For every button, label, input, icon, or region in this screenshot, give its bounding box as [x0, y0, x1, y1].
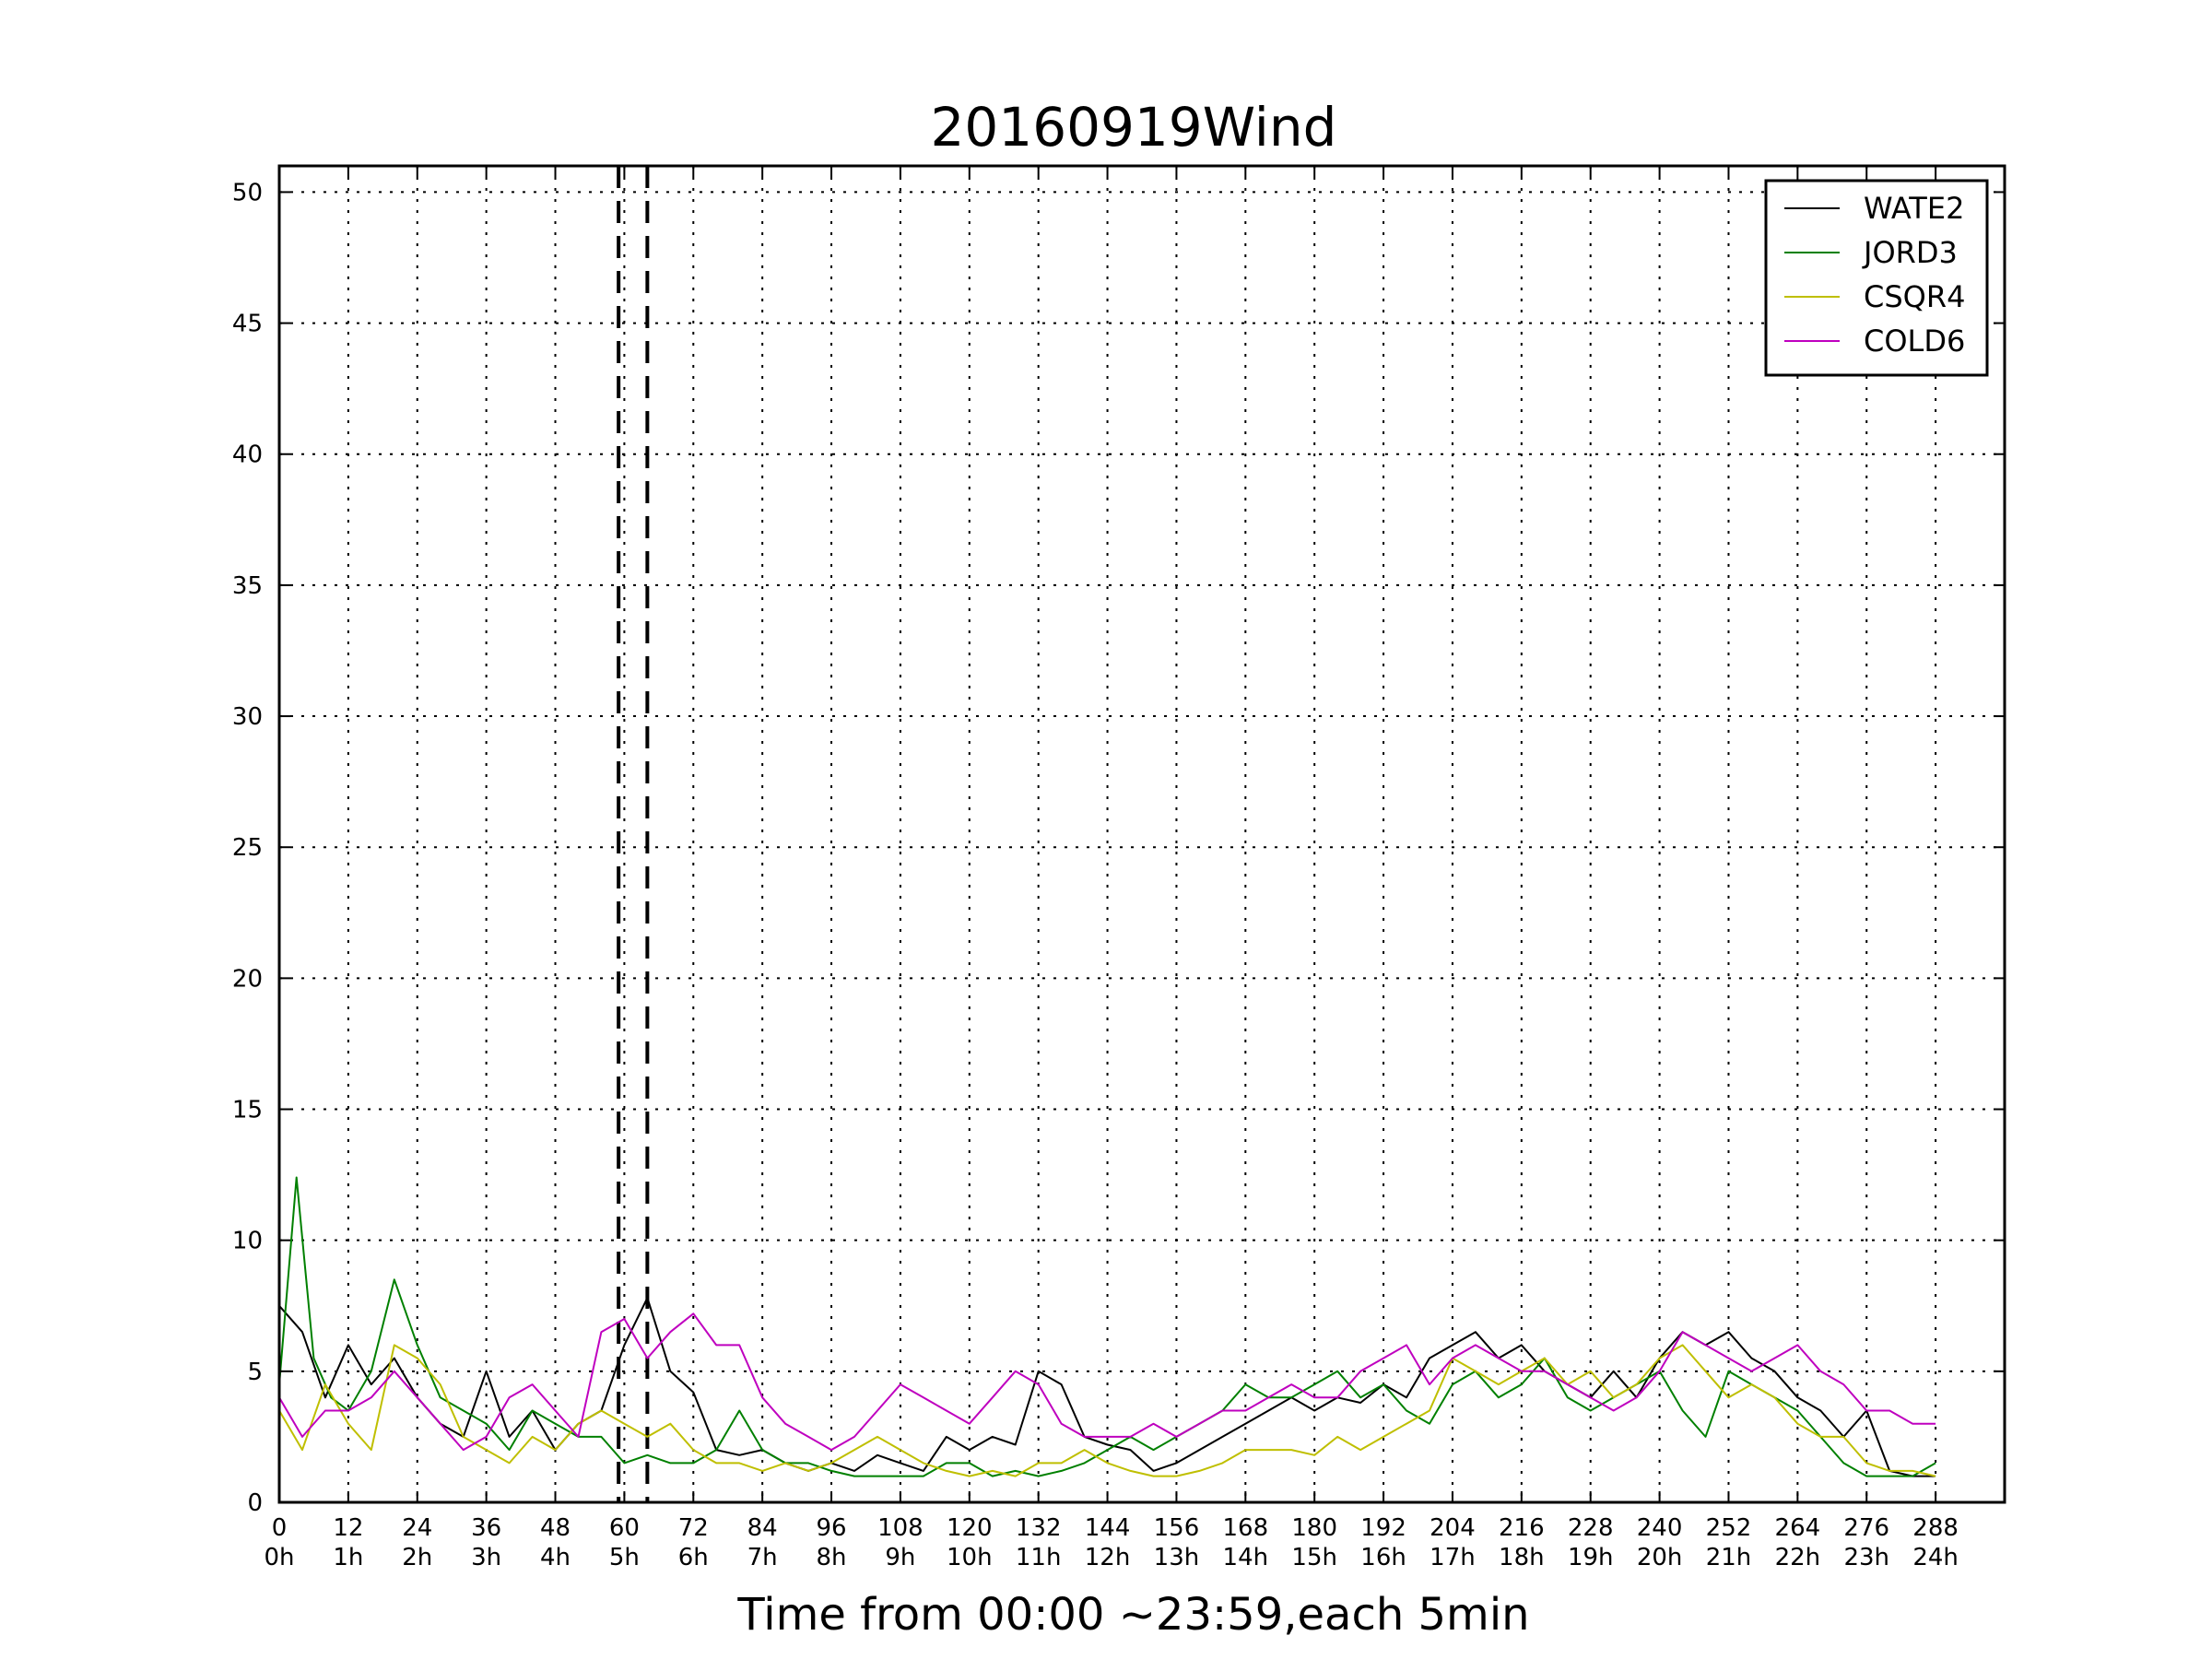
x-tick-hour-label: 20h — [1637, 1544, 1683, 1571]
x-tick-label: 168 — [1222, 1514, 1268, 1542]
x-tick-hour-label: 4h — [540, 1544, 571, 1571]
y-tick-label: 30 — [232, 703, 263, 731]
x-tick-label: 216 — [1499, 1514, 1545, 1542]
x-tick-hour-label: 7h — [747, 1544, 778, 1571]
legend-box — [1764, 179, 1989, 377]
x-tick-label: 228 — [1568, 1514, 1614, 1542]
series-line-cold6 — [278, 1312, 1936, 1452]
x-tick-hour-label: 2h — [402, 1544, 432, 1571]
y-tick-label: 35 — [232, 572, 263, 600]
series-lines — [278, 1176, 1936, 1477]
x-tick-label: 264 — [1775, 1514, 1821, 1542]
x-tick-label: 84 — [747, 1514, 778, 1542]
y-tick-label: 5 — [247, 1359, 263, 1386]
x-tick-hour-label: 3h — [471, 1544, 501, 1571]
x-tick-hour-label: 17h — [1430, 1544, 1476, 1571]
x-tick-label: 240 — [1637, 1514, 1683, 1542]
x-tick-hour-label: 6h — [678, 1544, 709, 1571]
x-tick-label: 36 — [471, 1514, 501, 1542]
x-tick-label: 60 — [609, 1514, 640, 1542]
x-tick-label: 132 — [1016, 1514, 1062, 1542]
x-axis-label: Time from 00:00 ~23:59,each 5min — [736, 1589, 1529, 1641]
grid-lines — [279, 166, 2005, 1502]
legend: WATE2 JORD3 CSQR4 COLD6 — [1764, 179, 1989, 377]
x-tick-label: 72 — [678, 1514, 709, 1542]
x-tick-label: 96 — [816, 1514, 846, 1542]
x-tick-hour-label: 10h — [947, 1544, 993, 1571]
x-tick-hour-label: 15h — [1291, 1544, 1337, 1571]
chart-title: 20160919Wind — [931, 96, 1337, 159]
x-tick-hour-label: 8h — [817, 1544, 847, 1571]
x-tick-hour-label: 16h — [1360, 1544, 1406, 1571]
x-tick-label: 24 — [402, 1514, 432, 1542]
x-tick-hour-label: 23h — [1843, 1544, 1889, 1571]
x-tick-label: 0 — [272, 1514, 288, 1542]
x-tick-label: 120 — [947, 1514, 993, 1542]
x-tick-hour-label: 12h — [1085, 1544, 1131, 1571]
x-tick-hour-label: 19h — [1568, 1544, 1614, 1571]
plot-frame — [277, 164, 2006, 1504]
x-tick-label: 288 — [1912, 1514, 1959, 1542]
x-tick-label: 108 — [877, 1514, 924, 1542]
legend-label: WATE2 — [1864, 191, 1964, 226]
legend-label: CSQR4 — [1864, 279, 1965, 314]
x-tick-label: 204 — [1430, 1514, 1476, 1542]
x-tick-hour-label: 1h — [333, 1544, 363, 1571]
y-tick-label: 0 — [247, 1489, 263, 1517]
vertical-marker-lines — [617, 166, 650, 1502]
x-tick-hour-label: 24h — [1912, 1544, 1959, 1571]
x-tick-hour-label: 22h — [1775, 1544, 1821, 1571]
x-tick-label: 12 — [333, 1514, 363, 1542]
y-tick-label: 10 — [232, 1228, 263, 1255]
x-tick-hour-label: 9h — [885, 1544, 915, 1571]
y-tick-label: 20 — [232, 965, 263, 993]
x-tick-hour-label: 18h — [1499, 1544, 1545, 1571]
x-tick-hour-label: 11h — [1016, 1544, 1062, 1571]
x-tick-hour-label: 13h — [1154, 1544, 1200, 1571]
legend-label: COLD6 — [1864, 324, 1965, 359]
x-tick-label: 192 — [1360, 1514, 1406, 1542]
y-tick-label: 50 — [232, 179, 263, 206]
y-tick-label: 45 — [232, 311, 263, 338]
x-tick-label: 48 — [540, 1514, 571, 1542]
x-tick-label: 252 — [1706, 1514, 1752, 1542]
y-tick-label: 40 — [232, 441, 263, 469]
series-line-csqr4 — [278, 1344, 1936, 1477]
x-tick-hour-label: 21h — [1706, 1544, 1752, 1571]
x-tick-label: 180 — [1291, 1514, 1337, 1542]
x-tick-hour-label: 5h — [609, 1544, 640, 1571]
y-tick-label: 15 — [232, 1097, 263, 1124]
x-tick-label: 144 — [1085, 1514, 1131, 1542]
legend-label: JORD3 — [1862, 235, 1958, 270]
x-tick-hour-label: 14h — [1223, 1544, 1269, 1571]
x-tick-label: 156 — [1154, 1514, 1200, 1542]
y-tick-label: 25 — [232, 834, 263, 862]
x-tick-label: 276 — [1843, 1514, 1889, 1542]
x-tick-hour-label: 0h — [264, 1544, 294, 1571]
